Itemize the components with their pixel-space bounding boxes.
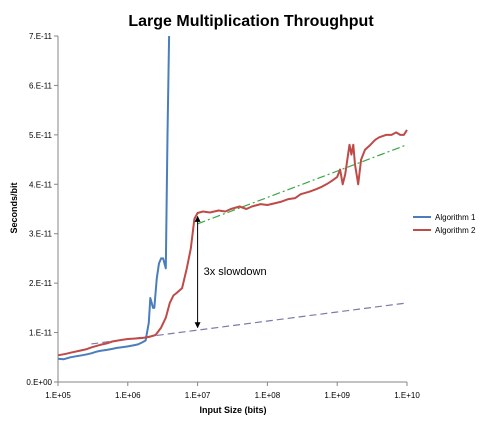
y-tick-label: 2.E-11 <box>29 279 53 288</box>
y-tick-label: 3.E-11 <box>29 230 53 239</box>
series-line-2 <box>57 129 408 357</box>
series-lines <box>57 35 408 361</box>
axes: 0.E+00 1.E-11 2.E-11 3.E-11 4.E-11 5.E-11 6.E-… <box>26 32 420 400</box>
legend-label: Algorithm 1 <box>435 213 476 222</box>
slowdown-label: 3x slowdown <box>204 266 267 278</box>
series-line-1 <box>57 35 171 361</box>
y-axis-label: Seconds/bit <box>9 182 19 233</box>
y-tick-label: 7.E-11 <box>29 32 53 41</box>
x-axis-label: Input Size (bits) <box>200 405 267 415</box>
trendline-2 <box>197 144 408 225</box>
legend-label: Algorithm 2 <box>435 226 476 235</box>
x-tick-label: 1.E+07 <box>185 391 211 400</box>
chart-title: Large Multiplication Throughput <box>128 13 374 30</box>
y-tick-label: 0.E+00 <box>26 378 52 387</box>
y-tick-label: 4.E-11 <box>29 180 53 189</box>
trendlines <box>91 144 408 345</box>
x-tick-label: 1.E+09 <box>324 391 350 400</box>
y-tick-label: 5.E-11 <box>29 131 53 140</box>
trendline-1 <box>91 302 408 345</box>
x-tick-label: 1.E+06 <box>115 391 141 400</box>
x-tick-label: 1.E+05 <box>45 391 71 400</box>
y-tick-label: 1.E-11 <box>29 329 53 338</box>
x-tick-label: 1.E+08 <box>255 391 281 400</box>
y-tick-label: 6.E-11 <box>29 81 53 90</box>
annotation: 3x slowdown <box>194 215 267 329</box>
x-tick-label: 1.E+10 <box>394 391 420 400</box>
legend: Algorithm 1 Algorithm 2 <box>413 213 476 235</box>
